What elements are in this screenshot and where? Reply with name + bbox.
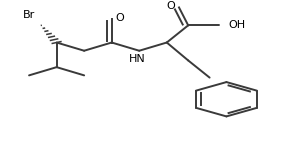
Text: O: O — [115, 13, 124, 23]
Text: O: O — [166, 1, 175, 11]
Text: Br: Br — [23, 10, 35, 20]
Text: OH: OH — [228, 20, 245, 30]
Text: HN: HN — [129, 54, 146, 64]
